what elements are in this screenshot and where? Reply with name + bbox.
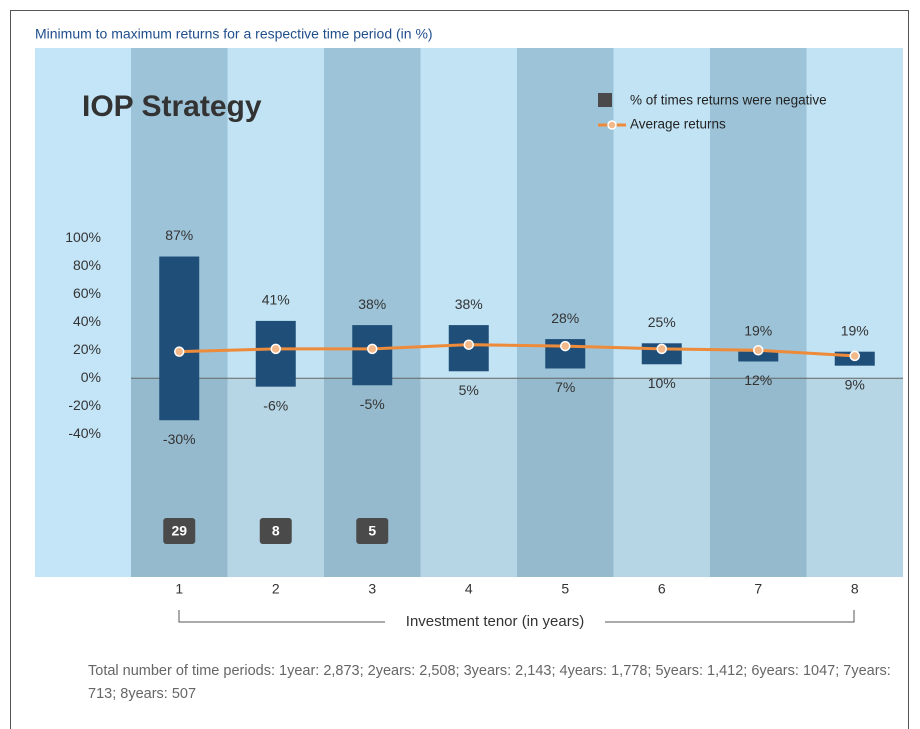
min-label: -30% (163, 431, 196, 447)
average-point (270, 343, 281, 355)
x-tick-label: 3 (368, 581, 376, 597)
negative-count-box (356, 518, 389, 544)
average-point (849, 350, 860, 362)
y-tick-label: 0% (81, 369, 101, 385)
min-label: 12% (744, 372, 772, 388)
min-label: 10% (648, 375, 676, 391)
max-label: 87% (165, 227, 193, 243)
y-tick-label: 60% (73, 285, 101, 301)
min-label: 5% (459, 382, 479, 398)
negative-count: 29 (171, 523, 187, 539)
range-bar (352, 325, 393, 386)
x-bracket (178, 610, 855, 623)
bracket-right (605, 610, 855, 623)
max-label: 19% (841, 322, 869, 338)
stripe (517, 48, 614, 577)
max-label: 19% (744, 322, 772, 338)
max-label: 38% (455, 296, 483, 312)
y-tick-label: 80% (73, 257, 101, 273)
x-tick-label: 6 (658, 581, 666, 597)
average-point (463, 339, 474, 350)
footnote: Total number of time periods: 1year: 2,8… (88, 663, 891, 702)
x-tick-label: 4 (465, 581, 473, 597)
legend-swatch (607, 120, 617, 130)
negative-count-box (259, 518, 292, 544)
average-point (656, 343, 667, 355)
negative-count: 8 (272, 523, 280, 539)
average-line (179, 343, 855, 358)
stripe (806, 48, 903, 577)
legend-label: % of times returns were negative (630, 93, 827, 108)
y-tick-label: -20% (68, 397, 101, 413)
stripe (227, 48, 324, 577)
min-label: 7% (555, 379, 575, 395)
x-tick-label: 7 (754, 581, 762, 597)
max-label: 41% (262, 292, 290, 308)
min-label: -5% (360, 396, 385, 412)
stripes (131, 48, 903, 577)
x-tick-label: 2 (272, 581, 280, 597)
x-tick-label: 8 (851, 581, 859, 597)
x-tick-label: 5 (561, 581, 569, 597)
average-point (560, 340, 571, 352)
y-tick-label: 100% (65, 229, 101, 245)
y-tick-label: 40% (73, 313, 101, 329)
bracket-left (178, 610, 385, 623)
average-point (753, 345, 764, 356)
y-tick-label: -40% (68, 425, 101, 441)
legend-label: Average returns (630, 117, 726, 132)
x-tick-label: 1 (175, 581, 183, 597)
negative-count-box (163, 518, 196, 544)
frame (10, 10, 909, 729)
subtitle: Minimum to maximum returns for a respect… (35, 26, 433, 42)
legend-swatch (598, 93, 612, 107)
max-label: 28% (551, 310, 579, 326)
min-label: -6% (263, 397, 288, 413)
chart-title: IOP Strategy (82, 90, 262, 123)
lower-shade (131, 378, 903, 577)
range-bar (738, 351, 779, 362)
range-bar (159, 256, 200, 421)
stripe (324, 48, 421, 577)
x-axis-label: Investment tenor (in years) (406, 613, 584, 630)
max-label: 38% (358, 296, 386, 312)
stripe (613, 48, 710, 577)
max-label: 25% (648, 314, 676, 330)
stripe (710, 48, 807, 577)
average-point (174, 346, 185, 357)
stripe (420, 48, 517, 577)
min-label: 9% (845, 376, 865, 392)
y-tick-label: 20% (73, 341, 101, 357)
negative-count: 5 (368, 523, 376, 539)
average-point (367, 343, 378, 355)
